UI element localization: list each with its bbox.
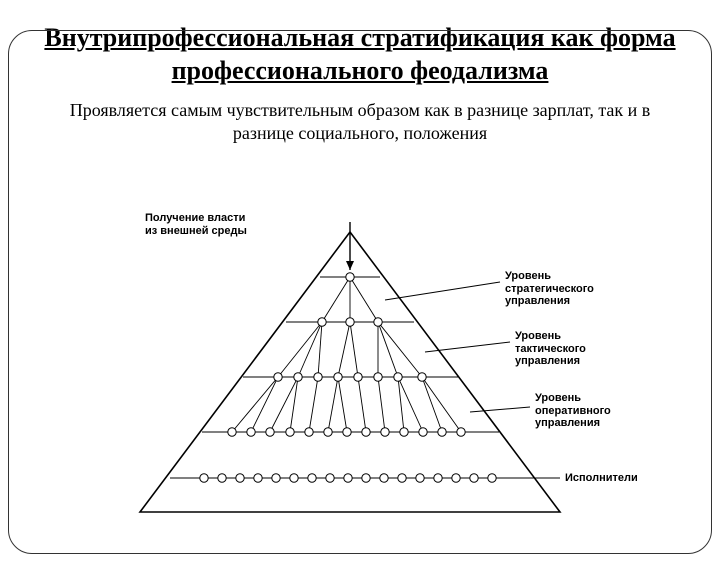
label-executors: Исполнители bbox=[565, 472, 638, 485]
label-operational-level: Уровеньоперативногоуправления bbox=[535, 392, 611, 430]
pyramid-diagram: Получение властииз внешней среды Уровень… bbox=[0, 222, 720, 542]
pyramid-svg bbox=[0, 222, 720, 542]
label-strategic-level: Уровеньстратегическогоуправления bbox=[505, 270, 594, 308]
label-tactical-level: Уровеньтактическогоуправления bbox=[515, 330, 586, 368]
label-external-power: Получение властииз внешней среды bbox=[145, 212, 247, 237]
